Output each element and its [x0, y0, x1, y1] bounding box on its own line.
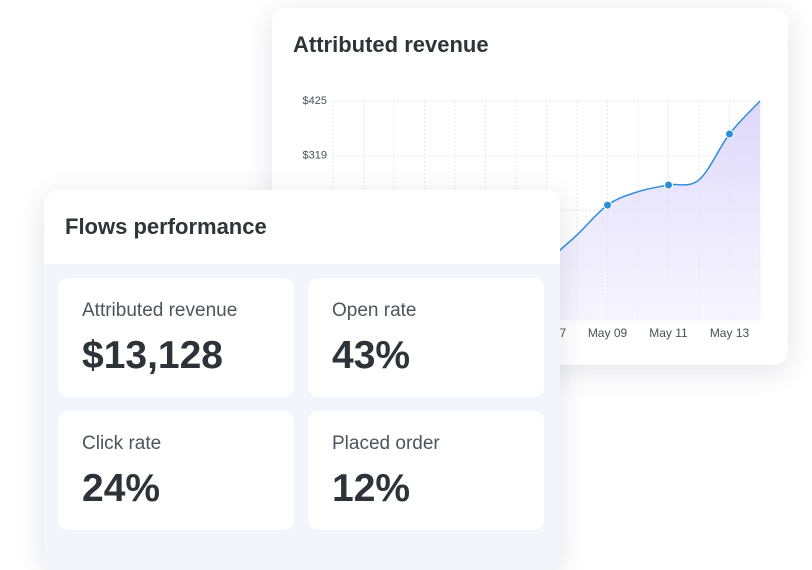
metric-value: 24% — [82, 467, 161, 510]
point — [603, 200, 612, 210]
metric-value: $13,128 — [82, 334, 223, 377]
metric-label: Placed order — [332, 433, 440, 454]
flows-title: Flows performance — [65, 214, 267, 239]
metrics-panel: Attributed revenue $13,128 Open rate 43%… — [44, 264, 560, 570]
metric-label: Click rate — [82, 433, 162, 454]
metric-label: Attributed revenue — [82, 300, 238, 321]
x-tick-label: May 09 — [588, 326, 628, 340]
metric-tile: Click rate 24% — [58, 411, 294, 530]
metric-label: Open rate — [332, 300, 417, 321]
metric-tile: Attributed revenue $13,128 — [58, 278, 294, 397]
x-tick-label: May 11 — [649, 326, 688, 340]
area — [546, 101, 760, 320]
metric-value: 12% — [332, 467, 411, 510]
y-tick-label: $319 — [303, 150, 327, 162]
flows-card: Flows performance Attributed revenue $13… — [44, 190, 560, 570]
x-tick-label: May 13 — [710, 326, 750, 340]
metric-value: 43% — [332, 334, 411, 377]
chart-title: Attributed revenue — [293, 32, 489, 57]
metric-tile: Placed order 12% — [308, 411, 544, 530]
metric-tile: Open rate 43% — [308, 278, 544, 397]
y-tick-label: $425 — [303, 95, 327, 107]
point — [664, 180, 673, 190]
point — [725, 129, 734, 139]
